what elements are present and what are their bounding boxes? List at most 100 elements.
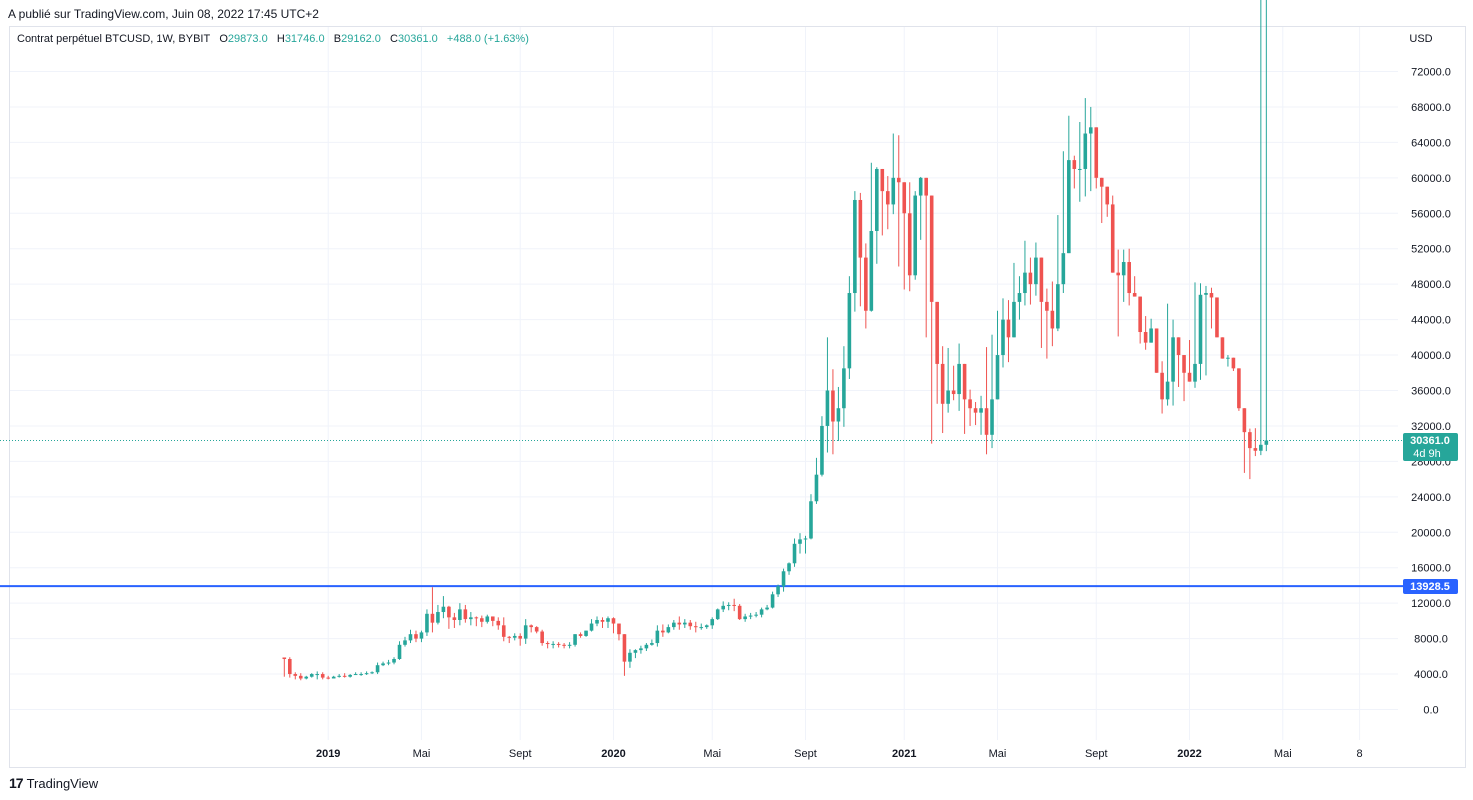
candle-body bbox=[1154, 328, 1159, 373]
candle-body bbox=[529, 625, 533, 628]
candle bbox=[979, 395, 983, 435]
candle-body bbox=[1067, 160, 1071, 254]
candle-body bbox=[853, 199, 857, 294]
candle-body bbox=[293, 674, 298, 676]
candle bbox=[1187, 339, 1192, 382]
candle-body bbox=[518, 635, 523, 639]
candle bbox=[726, 602, 731, 611]
candle-body bbox=[924, 177, 928, 196]
candle bbox=[864, 243, 868, 329]
candle-body bbox=[1193, 363, 1197, 382]
y-tick-label: 68000.0 bbox=[1411, 102, 1451, 114]
candle bbox=[1023, 240, 1027, 306]
x-tick-label: Mai bbox=[1274, 748, 1292, 760]
last-price-badge bbox=[1403, 433, 1458, 461]
candle-body bbox=[1187, 372, 1192, 382]
candle-body bbox=[661, 630, 665, 633]
candle bbox=[661, 624, 665, 637]
candle-body bbox=[1023, 272, 1027, 294]
candle-body bbox=[1132, 293, 1137, 297]
candle bbox=[408, 629, 413, 644]
candle-body bbox=[803, 538, 808, 540]
candle-body bbox=[463, 609, 468, 620]
candle-body bbox=[973, 408, 978, 413]
candle-body bbox=[595, 620, 599, 624]
candle bbox=[682, 619, 687, 628]
candle bbox=[1154, 328, 1159, 373]
candle bbox=[447, 605, 451, 629]
candle-body bbox=[847, 293, 852, 369]
footer-brand[interactable]: 17 TradingView bbox=[9, 775, 98, 791]
candle-body bbox=[282, 657, 287, 659]
candle bbox=[359, 672, 363, 676]
candle bbox=[962, 363, 967, 434]
candle bbox=[1001, 298, 1005, 368]
candle bbox=[831, 369, 835, 455]
candle bbox=[732, 598, 736, 612]
candle bbox=[501, 617, 506, 642]
candle bbox=[469, 612, 473, 626]
candle-body bbox=[1099, 177, 1104, 187]
candle-body bbox=[1209, 293, 1214, 298]
candle bbox=[1237, 368, 1241, 411]
candle-body bbox=[507, 636, 512, 638]
publish-info: A publié sur TradingView.com, Juin 08, 2… bbox=[8, 7, 319, 21]
candle-body bbox=[825, 390, 830, 426]
candle bbox=[1006, 300, 1011, 363]
candle-body bbox=[304, 676, 309, 679]
candle bbox=[809, 494, 813, 540]
candle bbox=[951, 365, 956, 401]
candle bbox=[781, 568, 786, 592]
candle-body bbox=[567, 644, 572, 646]
countdown-label: 4d 9h bbox=[1413, 448, 1441, 460]
candle bbox=[370, 671, 374, 675]
level-badge bbox=[1403, 579, 1458, 594]
candle-body bbox=[364, 673, 369, 675]
candle bbox=[293, 672, 298, 680]
candle-body bbox=[682, 622, 687, 625]
high-key: H bbox=[276, 33, 285, 45]
candle bbox=[1061, 151, 1066, 294]
candle-body bbox=[1259, 444, 1263, 451]
y-tick-label: 32000.0 bbox=[1411, 421, 1451, 433]
candle-body bbox=[1176, 337, 1181, 356]
candle-body bbox=[639, 648, 643, 651]
candle-body bbox=[962, 363, 967, 400]
candle bbox=[403, 636, 407, 647]
candle-body bbox=[1001, 319, 1005, 356]
tradingview-logo-icon: 17 bbox=[9, 775, 24, 791]
candle bbox=[842, 346, 846, 427]
candle bbox=[787, 562, 791, 575]
candle bbox=[1099, 177, 1104, 224]
candle bbox=[578, 632, 583, 638]
candle bbox=[891, 133, 896, 215]
candle-body bbox=[885, 191, 890, 205]
candle bbox=[693, 621, 698, 633]
candle bbox=[847, 276, 852, 379]
candle bbox=[1127, 248, 1131, 306]
candle-body bbox=[414, 634, 418, 639]
candle bbox=[490, 616, 495, 627]
candle-body bbox=[929, 195, 934, 302]
open-value: 29873.0 bbox=[227, 33, 268, 45]
open-key: O bbox=[219, 33, 228, 45]
candle-body bbox=[1116, 272, 1121, 276]
candle bbox=[480, 615, 484, 628]
candle bbox=[458, 603, 462, 626]
candle bbox=[995, 310, 1000, 400]
candle-body bbox=[940, 363, 945, 404]
candle-body bbox=[743, 616, 747, 620]
high-value: 31746.0 bbox=[284, 33, 325, 45]
candle bbox=[798, 533, 802, 554]
candle bbox=[1198, 283, 1203, 380]
candle bbox=[1132, 276, 1137, 297]
candle-body bbox=[699, 627, 704, 629]
candle bbox=[474, 616, 479, 627]
candle bbox=[655, 625, 660, 647]
candle-body bbox=[287, 658, 292, 675]
candle bbox=[1171, 319, 1175, 406]
candle-body bbox=[935, 301, 939, 364]
candle bbox=[304, 675, 309, 680]
x-tick-label: Sept bbox=[509, 748, 532, 760]
